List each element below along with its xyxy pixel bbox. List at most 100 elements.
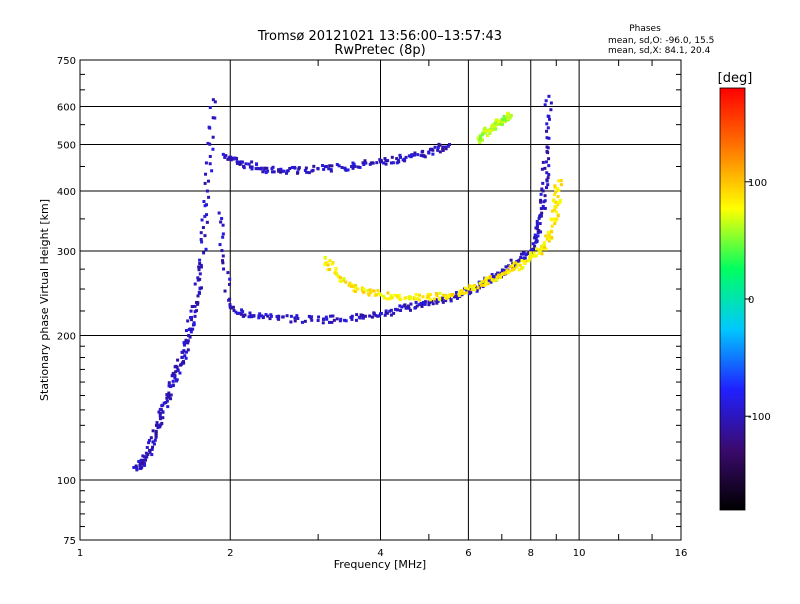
- data-point: [541, 181, 545, 185]
- data-point: [140, 461, 144, 465]
- data-point: [183, 343, 187, 347]
- data-point: [331, 314, 335, 318]
- data-point: [509, 113, 513, 117]
- data-point: [323, 263, 327, 267]
- data-point: [547, 117, 551, 121]
- data-point: [147, 441, 151, 445]
- data-point: [389, 313, 393, 317]
- data-point: [198, 272, 202, 276]
- data-point: [423, 300, 427, 304]
- data-point: [171, 373, 175, 377]
- data-point: [221, 259, 225, 263]
- data-point: [504, 265, 508, 269]
- data-point: [328, 259, 332, 263]
- data-point: [555, 200, 559, 204]
- data-point: [285, 171, 289, 175]
- data-point: [394, 307, 398, 311]
- data-point: [188, 316, 192, 320]
- data-point: [500, 268, 504, 272]
- data-point: [228, 155, 232, 159]
- data-point: [465, 289, 469, 293]
- data-point: [544, 99, 548, 103]
- data-point: [433, 145, 437, 149]
- data-point: [497, 273, 501, 277]
- data-point: [361, 313, 365, 317]
- data-point: [248, 165, 252, 169]
- data-point: [546, 126, 550, 130]
- data-point: [559, 179, 563, 183]
- x-tick-label: 8: [528, 548, 534, 559]
- data-point: [535, 222, 539, 226]
- data-point: [412, 153, 416, 157]
- data-point: [472, 285, 476, 289]
- data-point: [221, 235, 225, 239]
- data-point: [344, 319, 348, 323]
- data-point: [135, 466, 139, 470]
- data-point: [504, 117, 508, 121]
- data-point: [218, 243, 222, 247]
- data-point: [193, 304, 197, 308]
- data-point: [174, 370, 178, 374]
- data-point: [350, 316, 354, 320]
- data-point: [377, 314, 381, 318]
- data-point: [548, 234, 552, 238]
- data-point: [304, 166, 308, 170]
- data-point: [220, 217, 224, 221]
- data-point: [468, 284, 472, 288]
- data-point: [164, 400, 168, 404]
- data-point: [270, 167, 274, 171]
- data-point: [494, 273, 498, 277]
- data-point: [500, 273, 504, 277]
- data-point: [506, 114, 510, 118]
- data-point: [193, 282, 197, 286]
- data-point: [490, 273, 494, 277]
- data-point: [476, 286, 480, 290]
- data-point: [479, 283, 483, 287]
- data-point: [208, 154, 212, 158]
- data-point: [220, 249, 224, 253]
- data-point: [166, 405, 170, 409]
- data-point: [204, 247, 208, 251]
- data-point: [485, 134, 489, 138]
- data-point: [325, 317, 329, 321]
- data-point: [351, 166, 355, 170]
- data-point: [154, 432, 158, 436]
- data-point: [438, 150, 442, 154]
- data-point: [549, 218, 553, 222]
- data-point: [221, 223, 225, 227]
- data-point: [522, 256, 526, 260]
- data-point: [204, 172, 208, 176]
- data-point: [151, 440, 155, 444]
- data-point: [203, 181, 207, 185]
- data-point: [395, 295, 399, 299]
- data-point: [483, 126, 487, 130]
- data-point: [145, 455, 149, 459]
- data-point: [555, 217, 559, 221]
- data-point: [149, 436, 153, 440]
- data-point: [279, 170, 283, 174]
- data-point: [142, 461, 146, 465]
- data-point: [140, 465, 144, 469]
- data-point: [361, 290, 365, 294]
- data-point: [427, 150, 431, 154]
- data-point: [167, 391, 171, 395]
- data-point: [167, 381, 171, 385]
- data-point: [547, 232, 551, 236]
- data-point: [241, 314, 245, 318]
- data-point: [543, 194, 547, 198]
- data-point: [235, 160, 239, 164]
- data-point: [148, 448, 152, 452]
- data-point: [460, 289, 464, 293]
- data-point: [324, 164, 328, 168]
- data-point: [343, 167, 347, 171]
- data-point: [404, 306, 408, 310]
- data-point: [356, 287, 360, 291]
- data-point: [540, 252, 544, 256]
- data-point: [543, 245, 547, 249]
- data-point: [541, 160, 545, 164]
- data-point: [256, 166, 260, 170]
- x-tick-label: 4: [377, 548, 383, 559]
- data-point: [242, 166, 246, 170]
- data-point: [545, 179, 549, 183]
